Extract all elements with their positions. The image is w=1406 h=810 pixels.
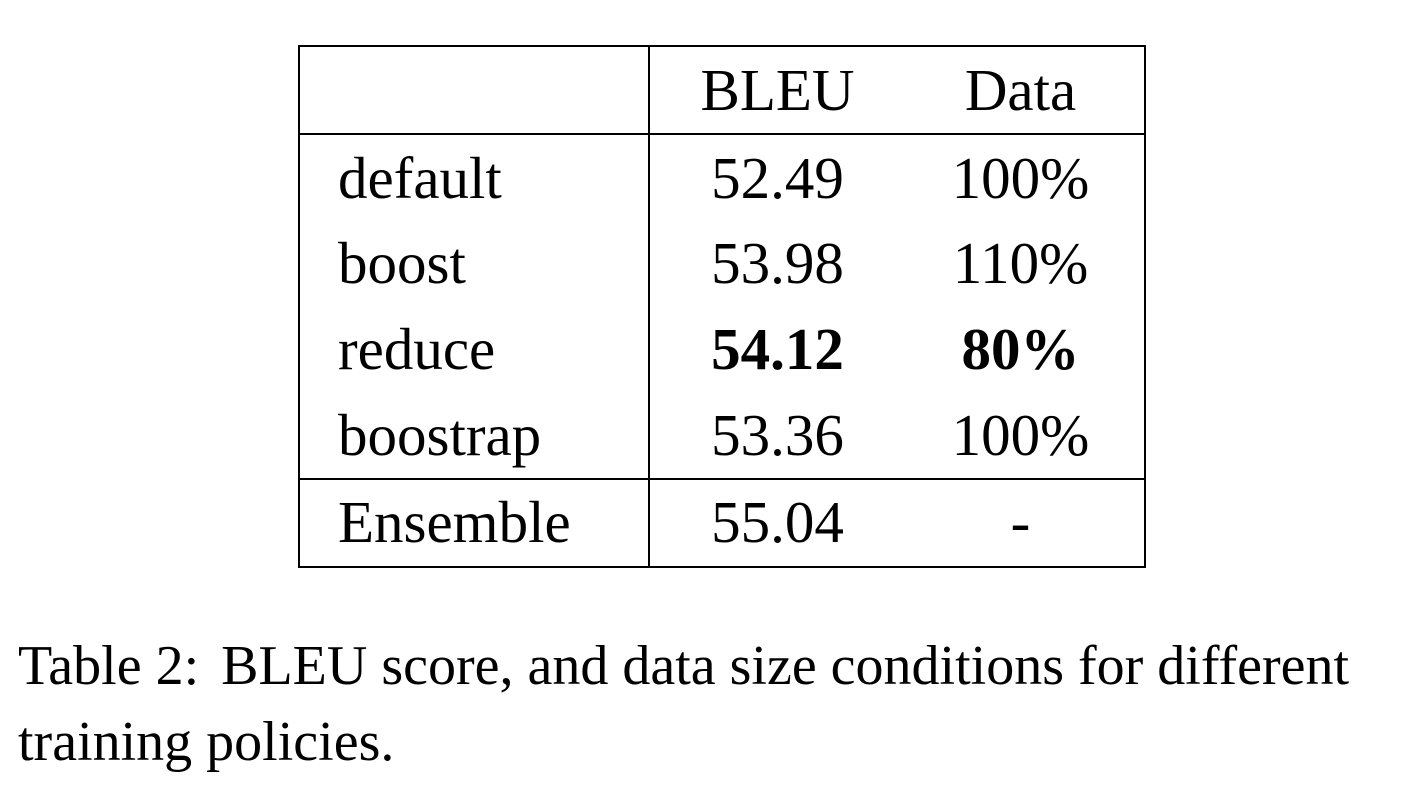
row-label: boostrap xyxy=(299,392,650,479)
table-header-row: BLEU Data xyxy=(299,46,1145,136)
row-bleu-value: 53.98 xyxy=(711,229,844,296)
row-bleu-value: 52.49 xyxy=(711,145,844,212)
table-row: reduce 54.12 80% xyxy=(299,306,1145,393)
row-label: reduce xyxy=(299,306,650,393)
ensemble-label: Ensemble xyxy=(299,477,650,567)
header-empty-cell xyxy=(299,46,650,136)
table-row: default 52.49 100% xyxy=(299,134,1145,221)
ensemble-data-value: - xyxy=(909,477,1145,567)
caption-text: BLEU score, and data size conditions for… xyxy=(18,635,1350,773)
row-bleu-value: 54.12 xyxy=(711,316,844,383)
row-label: boost xyxy=(299,220,650,307)
table-row: boost 53.98 110% xyxy=(299,220,1145,307)
header-bleu: BLEU xyxy=(649,46,909,136)
row-data-value: 100% xyxy=(951,145,1090,212)
ensemble-row: Ensemble 55.04 - xyxy=(299,477,1145,567)
table-caption: Table 2: BLEU score, and data size condit… xyxy=(18,628,1398,780)
row-data-value: 100% xyxy=(951,401,1090,468)
table-row: boostrap 53.36 100% xyxy=(299,392,1145,479)
caption-label: Table 2: xyxy=(18,635,200,697)
results-table: BLEU Data default 52.49 100% boost 53.98… xyxy=(298,45,1146,568)
header-data: Data xyxy=(909,46,1145,136)
row-label: default xyxy=(299,134,650,221)
ensemble-bleu-value: 55.04 xyxy=(649,477,909,567)
row-data-value: 110% xyxy=(952,229,1089,296)
row-bleu-value: 53.36 xyxy=(711,401,844,468)
row-data-value: 80% xyxy=(961,316,1080,383)
